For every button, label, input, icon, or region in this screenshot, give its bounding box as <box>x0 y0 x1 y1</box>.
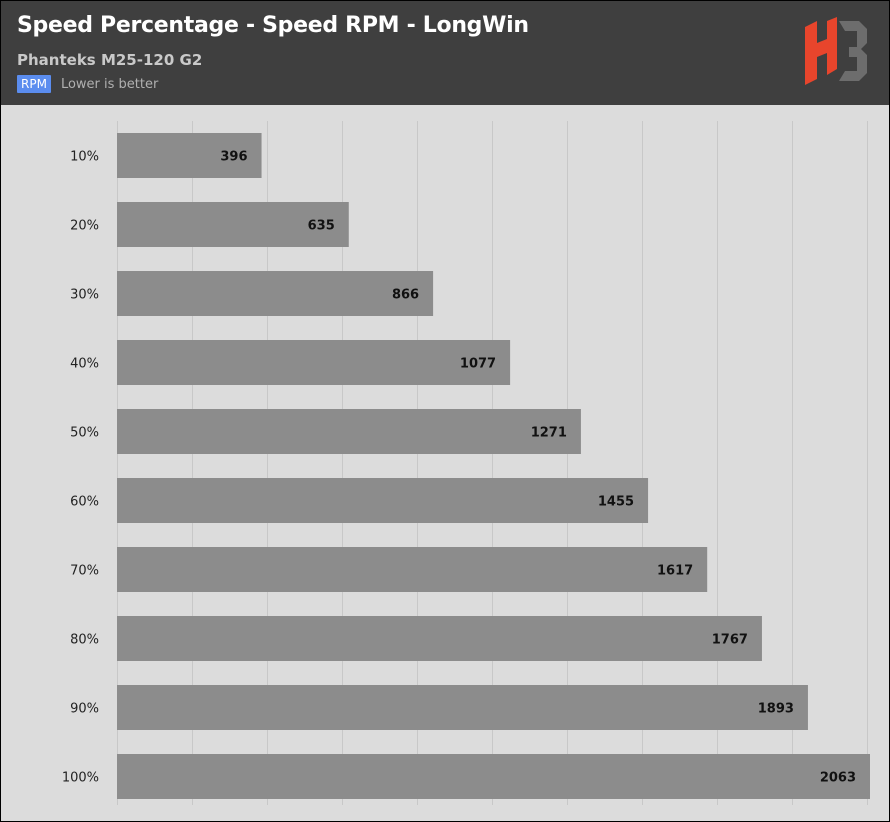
bar <box>117 547 708 592</box>
category-label: 100% <box>62 771 99 786</box>
value-label: 635 <box>308 219 335 234</box>
bar <box>117 340 511 385</box>
bar <box>117 409 581 454</box>
category-label: 80% <box>70 633 99 648</box>
legend-badge: RPM <box>17 75 51 93</box>
category-label: 60% <box>70 495 99 510</box>
value-label: 1893 <box>758 702 794 717</box>
value-label: 1617 <box>657 564 693 579</box>
category-label: 70% <box>70 564 99 579</box>
bar <box>117 478 649 523</box>
bars: 10% 396 20% 635 30% 866 40% 1077 50% 1271 60% 1455 7… <box>62 133 870 799</box>
category-label: 20% <box>70 219 99 234</box>
value-label: 1077 <box>460 357 496 372</box>
value-label: 396 <box>220 150 247 165</box>
bar <box>117 133 262 178</box>
value-label: 866 <box>392 288 419 303</box>
value-label: 2063 <box>820 771 856 786</box>
legend: RPM Lower is better <box>17 74 158 94</box>
logo-left-shape <box>805 17 837 85</box>
bar <box>117 271 434 316</box>
category-label: 10% <box>70 150 99 165</box>
value-label: 1271 <box>531 426 567 441</box>
bar <box>117 616 762 661</box>
value-label: 1455 <box>598 495 634 510</box>
chart-header: Speed Percentage - Speed RPM - LongWin P… <box>1 1 889 105</box>
bar <box>117 754 870 799</box>
category-label: 30% <box>70 288 99 303</box>
legend-note: Lower is better <box>60 76 159 92</box>
category-label: 90% <box>70 702 99 717</box>
logo-right-shape <box>839 21 867 81</box>
value-label: 1767 <box>712 633 748 648</box>
category-label: 40% <box>70 357 99 372</box>
bar <box>117 685 808 730</box>
bar <box>117 202 349 247</box>
chart-subtitle: Phanteks M25-120 G2 <box>17 51 203 69</box>
chart-title: Speed Percentage - Speed RPM - LongWin <box>17 13 529 38</box>
category-label: 50% <box>70 426 99 441</box>
bar-chart: 10% 396 20% 635 30% 866 40% 1077 50% 1271 60% 1455 7… <box>62 121 870 805</box>
hb-logo-icon <box>805 17 867 85</box>
